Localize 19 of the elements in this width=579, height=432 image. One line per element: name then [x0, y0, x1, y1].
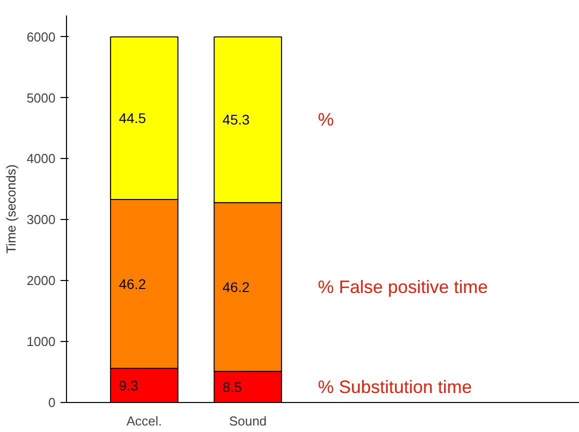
annotation: 8.5 [222, 378, 242, 395]
y-tick-label: 0 [48, 395, 56, 410]
annotation: 9.3 [118, 377, 139, 394]
y-tick-label: 1000 [26, 334, 56, 350]
text: % False positive time [318, 277, 488, 298]
text: % Substitution time [318, 376, 472, 397]
annotation: 44.5 [118, 110, 146, 126]
y-tick-label: 6000 [26, 29, 56, 44]
y-axis-title: Time (seconds) [4, 164, 19, 254]
y-tick-label: 5000 [26, 90, 56, 106]
annotation: 46.2 [222, 279, 250, 296]
x-tick-label: Accel. [126, 414, 162, 428]
y-tick-label: 4000 [26, 151, 56, 166]
x-tick-label: Sound [229, 414, 267, 428]
annotation: 45.3 [222, 112, 250, 128]
y-tick-label: 3000 [26, 212, 56, 228]
y-tick-label: 2000 [26, 273, 56, 288]
text: % [318, 110, 334, 130]
annotation: 46.2 [118, 276, 146, 292]
